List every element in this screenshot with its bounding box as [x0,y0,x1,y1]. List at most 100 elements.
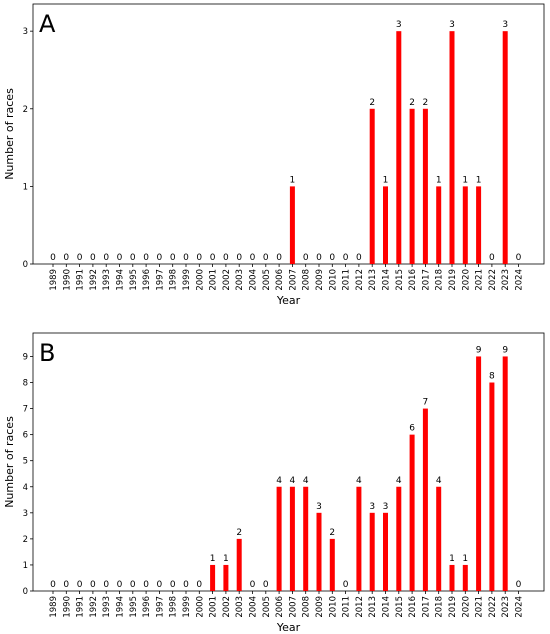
x-tick-label: 2007 [288,596,298,618]
data-label: 2 [236,528,242,538]
y-tick-label: 2 [23,535,28,545]
data-label: 0 [77,253,83,263]
x-tick-label: 1991 [76,596,86,618]
x-tick-label: 1997 [155,596,165,618]
data-label: 9 [502,345,508,355]
y-tick-label: 3 [23,27,28,37]
data-label: 0 [130,253,136,263]
x-tick-label: 2023 [501,596,511,618]
data-label: 0 [343,580,349,590]
data-label: 0 [117,580,123,590]
x-tick-label: 1990 [62,596,72,618]
y-tick-label: 4 [23,483,28,493]
x-tick-label: 2007 [288,269,298,291]
panel-label: B [39,339,55,367]
x-tick-label: 2000 [195,596,205,618]
bar [449,564,455,591]
x-tick-label: 2022 [488,596,498,618]
bar [489,382,495,591]
x-tick-label: 2018 [435,596,445,618]
x-tick-label: 2012 [355,269,365,291]
x-tick-label: 2018 [435,269,445,291]
data-label: 4 [396,476,402,486]
x-tick-label: 1995 [129,269,139,291]
data-label: 0 [210,253,216,263]
data-label: 0 [183,580,189,590]
data-label: 0 [50,253,56,263]
y-tick-label: 9 [23,352,28,362]
x-tick-label: 2003 [235,269,245,291]
data-label: 0 [329,253,335,263]
x-tick-label: 2008 [302,269,312,291]
data-label: 1 [436,175,442,185]
x-tick-label: 2004 [249,596,259,618]
data-label: 0 [143,580,149,590]
data-label: 0 [143,253,149,263]
data-label: 3 [316,502,322,512]
data-label: 0 [157,580,163,590]
x-axis-label: Year [276,294,301,307]
x-tick-label: 1996 [142,269,152,291]
x-tick-label: 2021 [475,269,485,291]
x-tick-label: 2022 [488,269,498,291]
data-label: 0 [130,580,136,590]
x-tick-label: 2003 [235,596,245,618]
bar [329,538,335,591]
data-label: 0 [63,580,69,590]
x-tick-label: 2013 [368,596,378,618]
bar [476,356,482,591]
bar [289,486,295,591]
x-tick-label: 2017 [421,596,431,618]
x-tick-label: 2005 [262,269,272,291]
panel-label: A [39,10,56,38]
bar [449,31,455,264]
bar [396,31,402,264]
x-tick-label: 1995 [129,596,139,618]
data-label: 0 [516,253,522,263]
x-tick-label: 2013 [368,269,378,291]
x-tick-label: 2019 [448,596,458,618]
bar [476,186,482,264]
bar [236,538,242,591]
x-tick-label: 2024 [515,596,525,618]
x-tick-label: 2016 [408,269,418,291]
data-label: 0 [157,253,163,263]
bar [436,486,442,591]
data-label: 0 [263,580,269,590]
data-label: 4 [303,476,309,486]
x-axis-label: Year [276,621,301,634]
data-label: 2 [329,528,335,538]
bar [383,512,388,591]
data-label: 0 [276,253,282,263]
y-tick-label: 5 [23,457,28,467]
bar [409,434,415,591]
data-label: 1 [462,554,468,564]
bar [356,486,362,591]
bar [210,564,216,591]
x-tick-label: 2009 [315,596,325,618]
x-tick-label: 2021 [475,596,485,618]
bar [422,408,428,591]
data-label: 0 [77,580,83,590]
x-tick-label: 2001 [209,596,219,618]
y-tick-label: 2 [23,105,28,115]
x-tick-label: 2020 [461,596,471,618]
data-label: 0 [103,253,109,263]
y-tick-label: 0 [23,587,28,597]
data-label: 0 [63,253,69,263]
data-label: 0 [489,253,495,263]
plot-frame [32,3,545,265]
x-tick-label: 2002 [222,596,232,618]
bar [276,486,282,591]
data-label: 9 [476,345,482,355]
x-tick-label: 2019 [448,269,458,291]
x-tick-label: 1993 [102,596,112,618]
x-tick-label: 2011 [342,596,352,618]
data-label: 0 [50,580,56,590]
data-label: 4 [356,476,362,486]
x-tick-label: 1999 [182,596,192,618]
bar [422,108,428,264]
data-label: 2 [423,98,429,108]
x-tick-label: 2008 [302,596,312,618]
